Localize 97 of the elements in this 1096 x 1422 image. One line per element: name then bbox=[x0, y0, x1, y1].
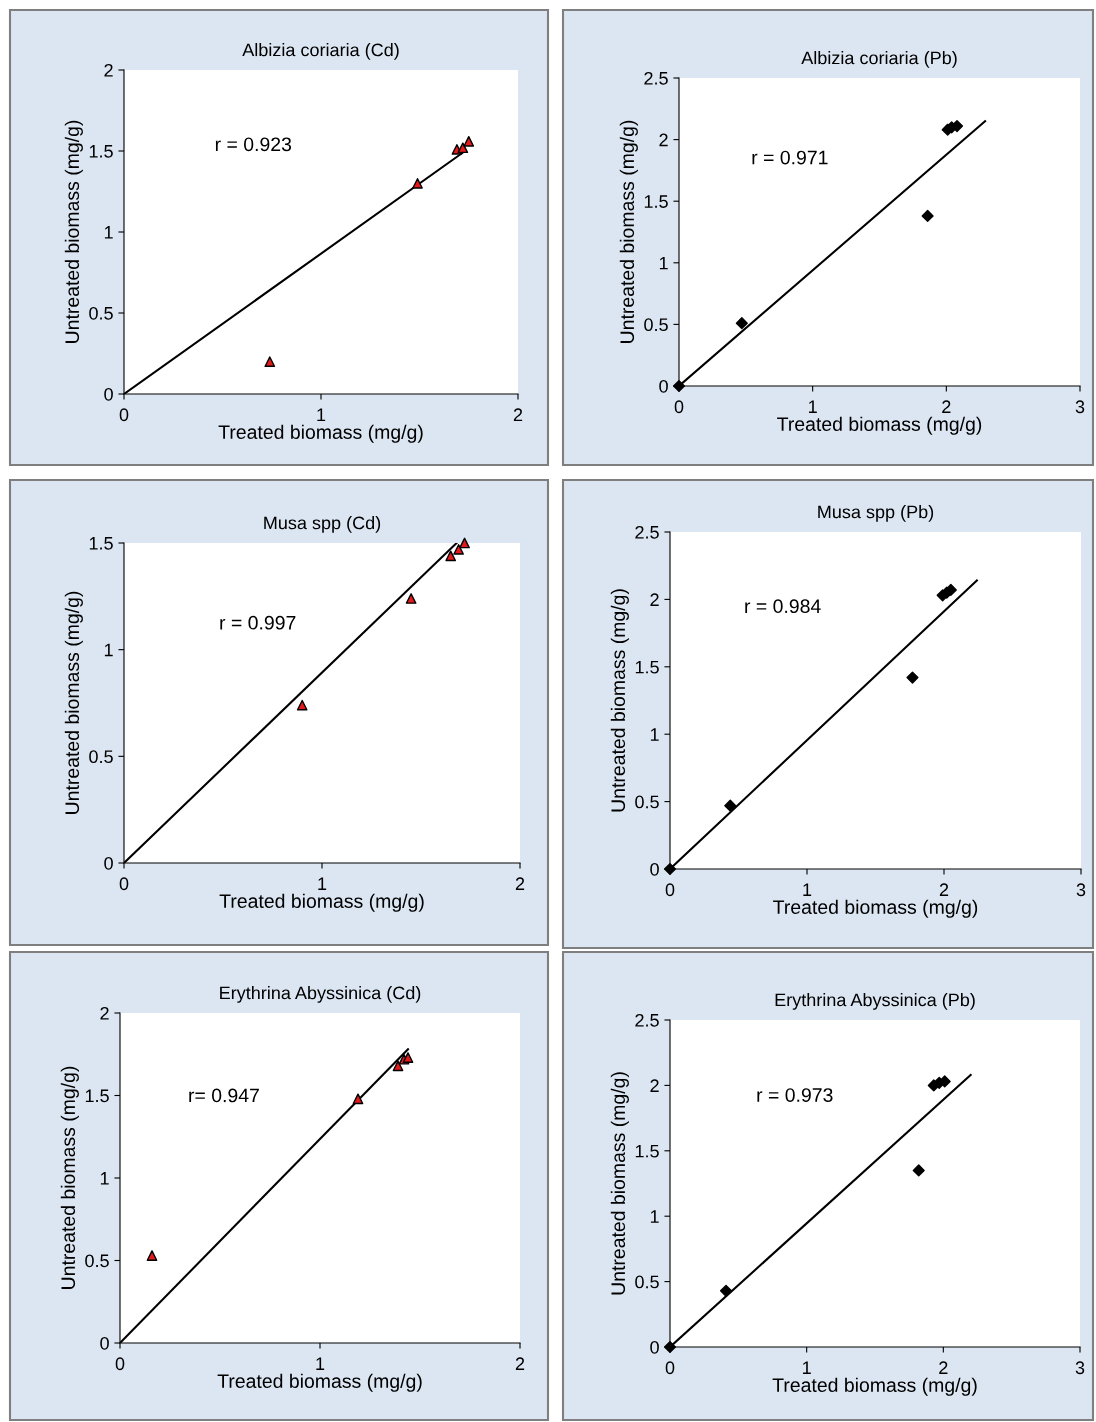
y-tick-label: 1.5 bbox=[89, 537, 113, 550]
point bbox=[663, 862, 677, 876]
chart-title: Albizia coriaria (Cd) bbox=[242, 43, 399, 60]
y-axis-title: Untreated biomass (mg/g) bbox=[60, 1066, 79, 1289]
y-tick-label: 1 bbox=[104, 226, 113, 239]
x-tick-label: 1 bbox=[803, 1361, 811, 1374]
point bbox=[921, 209, 934, 223]
x-tick-label: 1 bbox=[318, 877, 327, 890]
x-axis-title: Treated biomass (mg/g) bbox=[217, 1373, 422, 1392]
y-tick-label: 0.5 bbox=[635, 795, 659, 809]
point bbox=[296, 699, 308, 711]
x-tick-label: 2 bbox=[939, 1361, 948, 1374]
x-tick-label: 2 bbox=[515, 877, 525, 890]
y-axis-title: Untreated biomass (mg/g) bbox=[610, 589, 629, 812]
annotation: r = 0.971 bbox=[752, 150, 828, 165]
y-tick-label: 0 bbox=[659, 379, 668, 393]
x-tick-label: 2 bbox=[942, 400, 951, 413]
x-tick-label: 1 bbox=[317, 408, 326, 421]
y-tick-label: 0 bbox=[104, 856, 113, 870]
point bbox=[463, 135, 475, 147]
x-tick-label: 1 bbox=[316, 1357, 325, 1370]
y-tick-label: 0 bbox=[650, 1340, 659, 1354]
x-axis-title: Treated biomass (mg/g) bbox=[777, 416, 982, 435]
y-axis-title: Untreated biomass (mg/g) bbox=[619, 120, 638, 343]
y-tick-label: 0 bbox=[100, 1336, 109, 1350]
point bbox=[663, 1340, 677, 1354]
y-tick-label: 2 bbox=[650, 1079, 659, 1092]
point bbox=[146, 1250, 158, 1261]
chart-title: Musa spp (Pb) bbox=[818, 505, 934, 522]
x-tick-label: 0 bbox=[119, 877, 129, 891]
y-tick-label: 2 bbox=[659, 133, 668, 147]
x-axis-title: Treated biomass (mg/g) bbox=[772, 1377, 977, 1396]
y-tick-label: 2 bbox=[104, 63, 113, 77]
x-tick-label: 3 bbox=[1075, 400, 1085, 414]
y-tick-label: 1 bbox=[650, 1210, 659, 1223]
point bbox=[392, 1060, 404, 1072]
y-tick-label: 1 bbox=[659, 256, 668, 270]
point bbox=[719, 1284, 733, 1297]
y-tick-label: 0.5 bbox=[644, 318, 668, 332]
y-axis-title: Untreated biomass (mg/g) bbox=[64, 591, 83, 814]
point bbox=[453, 544, 464, 555]
y-tick-label: 0 bbox=[650, 862, 659, 876]
point bbox=[264, 356, 276, 367]
annotation: r= 0.947 bbox=[189, 1088, 259, 1103]
x-tick-label: 0 bbox=[674, 400, 684, 414]
point bbox=[402, 1052, 414, 1063]
point bbox=[735, 317, 748, 330]
x-tick-label: 1 bbox=[809, 400, 817, 413]
x-tick-label: 0 bbox=[119, 408, 129, 422]
x-axis-title: Treated biomass (mg/g) bbox=[773, 899, 978, 918]
point bbox=[459, 537, 470, 549]
chart-title: Erythrina Abyssinica (Cd) bbox=[220, 986, 421, 1003]
point bbox=[457, 142, 469, 154]
chart-title: Musa spp (Cd) bbox=[264, 516, 381, 533]
x-tick-label: 2 bbox=[515, 1357, 525, 1370]
x-tick-label: 2 bbox=[939, 883, 949, 896]
y-tick-label: 2 bbox=[650, 593, 659, 606]
y-tick-label: 1 bbox=[650, 728, 659, 741]
point bbox=[724, 799, 737, 812]
annotation: r = 0.923 bbox=[215, 137, 292, 152]
x-tick-label: 1 bbox=[803, 883, 812, 896]
x-tick-label: 3 bbox=[1075, 1361, 1085, 1375]
y-tick-label: 1 bbox=[104, 643, 113, 657]
y-tick-label: 0.5 bbox=[89, 750, 113, 764]
x-axis-title: Treated biomass (mg/g) bbox=[218, 424, 423, 443]
y-tick-label: 1.5 bbox=[644, 195, 668, 208]
y-tick-label: 2 bbox=[100, 1006, 109, 1020]
x-axis-title: Treated biomass (mg/g) bbox=[219, 893, 424, 912]
y-tick-label: 2.5 bbox=[644, 71, 668, 85]
y-tick-label: 0.5 bbox=[89, 306, 113, 320]
y-tick-label: 1.5 bbox=[89, 145, 113, 158]
point bbox=[352, 1093, 364, 1105]
annotation: r = 0.997 bbox=[220, 615, 296, 630]
x-tick-label: 0 bbox=[115, 1357, 125, 1371]
y-tick-label: 0 bbox=[104, 387, 113, 401]
chart-title: Albizia coriaria (Pb) bbox=[801, 51, 957, 68]
point bbox=[912, 1164, 925, 1177]
point bbox=[405, 593, 417, 604]
y-tick-label: 2.5 bbox=[635, 1013, 659, 1027]
point bbox=[672, 379, 686, 393]
y-axis-title: Untreated biomass (mg/g) bbox=[610, 1072, 629, 1295]
point bbox=[412, 178, 423, 189]
y-tick-label: 2.5 bbox=[635, 525, 659, 539]
y-tick-label: 0.5 bbox=[85, 1254, 109, 1268]
y-tick-label: 0.5 bbox=[635, 1275, 659, 1289]
x-tick-label: 3 bbox=[1076, 883, 1086, 897]
annotation: r = 0.984 bbox=[745, 599, 821, 614]
y-axis-title: Untreated biomass (mg/g) bbox=[64, 120, 83, 343]
chart-title: Erythrina Abyssinica (Pb) bbox=[775, 993, 975, 1010]
point bbox=[906, 671, 919, 684]
annotation: r = 0.973 bbox=[757, 1088, 833, 1102]
y-tick-label: 1.5 bbox=[635, 1144, 659, 1158]
y-tick-label: 1.5 bbox=[85, 1089, 109, 1103]
y-tick-label: 1.5 bbox=[635, 660, 659, 674]
x-tick-label: 2 bbox=[513, 408, 523, 421]
y-tick-label: 1 bbox=[100, 1172, 109, 1185]
point bbox=[445, 550, 457, 562]
